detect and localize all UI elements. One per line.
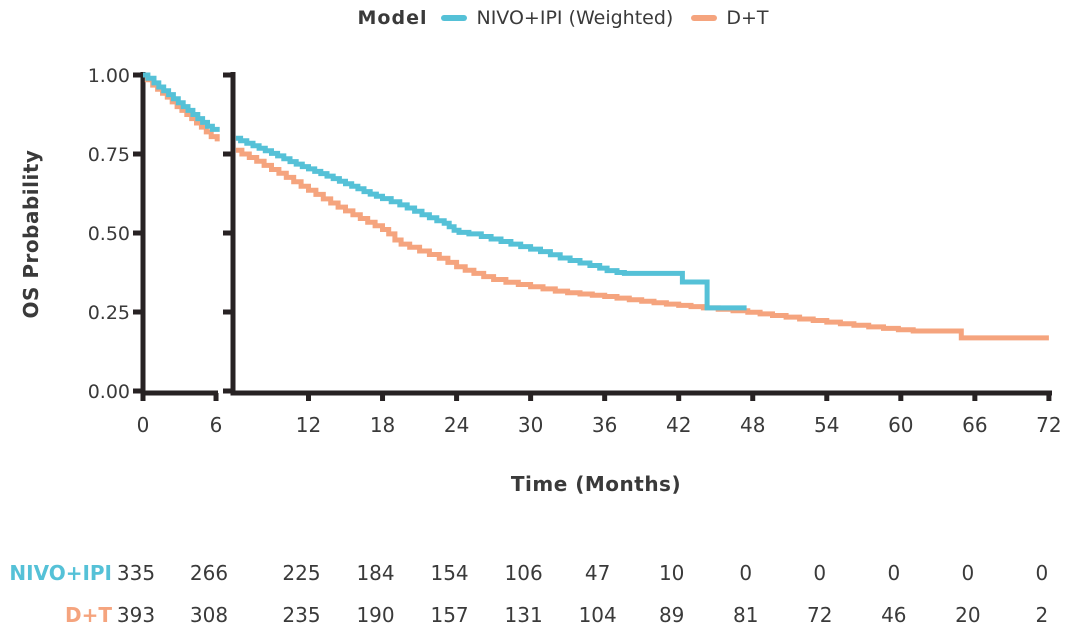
- y-tick-label: 1.00: [88, 65, 130, 87]
- x-tick-label: 60: [888, 413, 913, 437]
- x-tick-label: 72: [1036, 413, 1061, 437]
- x-tick-label: 66: [962, 413, 987, 437]
- x-tick-label: 0: [137, 413, 150, 437]
- y-tick-label: 0.75: [88, 144, 130, 166]
- legend-item-label: NIVO+IPI (Weighted): [476, 7, 674, 29]
- legend: Model NIVO+IPI (Weighted) D+T: [46, 5, 1080, 31]
- legend-title: Model: [357, 7, 428, 29]
- x-tick-label: 48: [740, 413, 765, 437]
- x-tick-label: 30: [518, 413, 543, 437]
- y-tick-label: 0.00: [88, 381, 130, 403]
- x-tick-label: 54: [814, 413, 839, 437]
- x-tick-label: 24: [444, 413, 469, 437]
- x-axis-label: Time (Months): [510, 472, 682, 496]
- legend-line-swatch: [441, 15, 468, 21]
- x-tick-label: 18: [370, 413, 395, 437]
- y-tick-label: 0.50: [88, 223, 130, 245]
- y-tick-label: 0.25: [88, 302, 130, 324]
- survival-curve-dt: [235, 147, 1049, 341]
- x-tick-label: 42: [666, 413, 691, 437]
- survival-curve-nivo-ipi: [235, 135, 747, 311]
- x-tick-label: 36: [592, 413, 617, 437]
- x-tick-label: 12: [296, 413, 321, 437]
- survival-curve-nivo-ipi: [143, 72, 220, 132]
- legend-line-swatch: [691, 15, 718, 21]
- legend-item: NIVO+IPI (Weighted): [441, 7, 673, 29]
- x-tick-label: 6: [210, 413, 223, 437]
- legend-item-label: D+T: [726, 7, 769, 29]
- legend-item: D+T: [691, 7, 768, 29]
